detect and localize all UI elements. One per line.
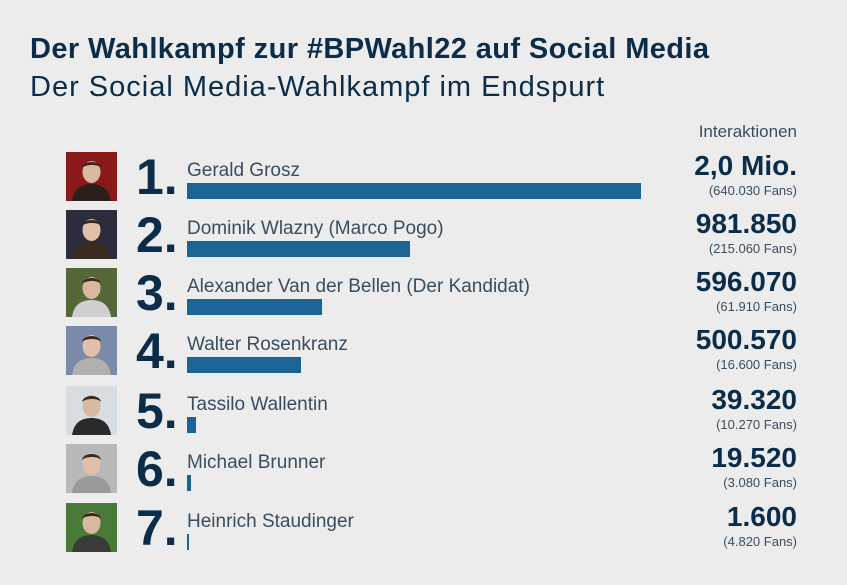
table-row: 5. Tassilo Wallentin 39.320 (10.270 Fans) [0,383,847,444]
fans-count-label: (16.600 Fans) [716,357,797,372]
table-row: 2. Dominik Wlazny (Marco Pogo) 981.850 (215… [0,207,847,268]
interactions-value-label: 596.070 [695,266,797,297]
candidate-name-label: Gerald Grosz [187,160,300,181]
fans-count-label: (10.270 Fans) [716,417,797,432]
bar [187,357,301,373]
rank-number: 6. [136,441,178,497]
chart-subtitle: Der Social Media-Wahlkampf im Endspurt [30,71,606,103]
column-header-interactions: Interaktionen [698,122,797,141]
candidate-name-label: Dominik Wlazny (Marco Pogo) [187,218,444,239]
rank-number: 1. [136,149,178,205]
rank-number: 7. [136,500,178,556]
person-photo-icon [66,386,117,435]
bar [187,241,410,257]
person-photo-icon [66,503,117,552]
candidate-name-label: Alexander Van der Bellen (Der Kandidat) [187,276,530,297]
interactions-value-label: 2,0 Mio. [694,150,797,181]
table-row: 3. Alexander Van der Bellen (Der Kandidat… [0,265,847,326]
table-row: 7. Heinrich Staudinger 1.600 (4.820 Fans) [0,500,847,561]
fans-count-label: (3.080 Fans) [723,475,797,490]
person-photo-icon [66,444,117,493]
bar [187,534,189,550]
rank-number: 2. [136,207,178,263]
bar [187,299,322,315]
fans-count-label: (4.820 Fans) [723,534,797,549]
interactions-value-label: 500.570 [695,324,797,355]
rank-number: 5. [136,383,178,439]
person-photo-icon [66,152,117,201]
candidate-name-label: Tassilo Wallentin [187,394,328,415]
table-row: 4. Walter Rosenkranz 500.570 (16.600 Fans) [0,323,847,384]
candidate-name-label: Heinrich Staudinger [187,511,354,532]
bar [187,475,191,491]
person-photo-icon [66,326,117,375]
interactions-value-label: 19.520 [711,442,797,473]
candidate-name-label: Michael Brunner [187,452,326,473]
fans-count-label: (640.030 Fans) [708,183,797,198]
table-row: 6. Michael Brunner 19.520 (3.080 Fans) [0,441,847,502]
chart-title: Der Wahlkampf zur #BPWahl22 auf Social M… [30,33,710,65]
bar [187,183,641,199]
table-row: 1. Gerald Grosz 2,0 Mio. (640.030 Fans) [0,149,847,210]
fans-count-label: (61.910 Fans) [716,299,797,314]
rank-number: 3. [136,265,178,321]
interactions-value-label: 39.320 [711,384,797,415]
rank-number: 4. [136,323,178,379]
fans-count-label: (215.060 Fans) [708,241,797,256]
interactions-value-label: 1.600 [726,501,797,532]
bar [187,417,196,433]
candidate-name-label: Walter Rosenkranz [187,334,348,355]
interactions-value-label: 981.850 [695,208,797,239]
person-photo-icon [66,268,117,317]
person-photo-icon [66,210,117,259]
